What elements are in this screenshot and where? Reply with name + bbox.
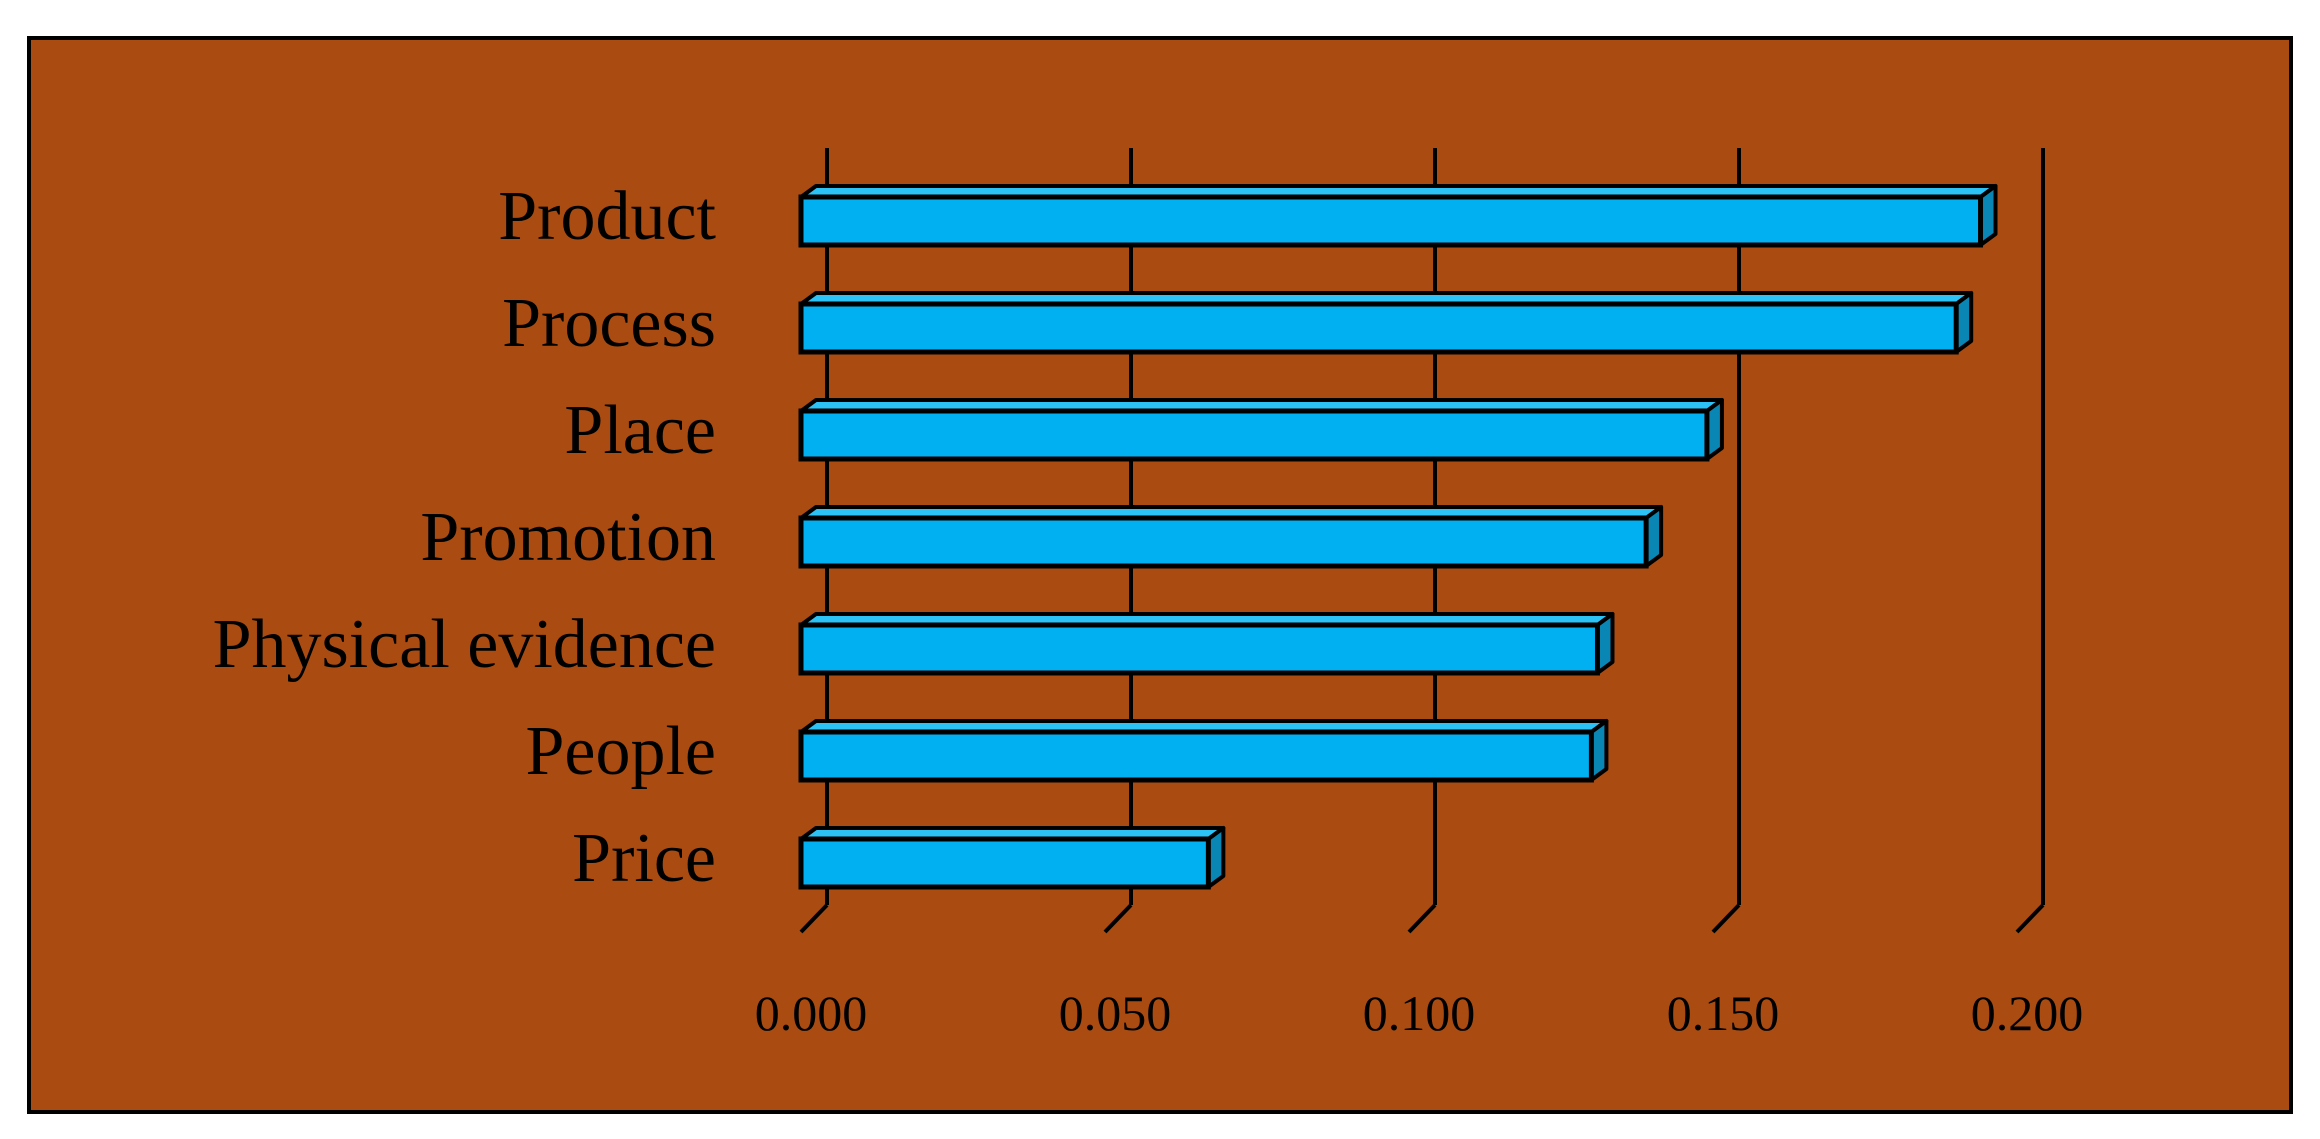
bar <box>798 398 1724 462</box>
category-label: Process <box>502 285 716 362</box>
gridline-floor <box>2015 903 2045 934</box>
bar <box>798 719 1609 783</box>
bar <box>798 184 1998 248</box>
bar-face <box>798 408 1710 462</box>
bar <box>798 505 1664 569</box>
bar-face <box>798 622 1600 676</box>
bar-face <box>798 515 1649 569</box>
x-axis-ticks: 0.000 0.050 0.100 0.150 0.200 <box>755 985 2084 1041</box>
x-tick-label: 0.200 <box>1971 985 2084 1041</box>
bar-face <box>798 301 1959 355</box>
category-label: Product <box>498 178 716 255</box>
gridline-floor <box>799 903 829 934</box>
gridline-floor <box>1407 903 1437 934</box>
bar-face <box>798 194 1984 248</box>
bars <box>798 184 1998 890</box>
bar <box>798 612 1615 676</box>
x-tick-label: 0.100 <box>1363 985 1476 1041</box>
category-label: Place <box>564 392 716 469</box>
category-label: Price <box>572 820 716 897</box>
category-label: People <box>525 713 716 790</box>
x-tick-label: 0.150 <box>1667 985 1780 1041</box>
bar <box>798 291 1974 355</box>
category-label: Promotion <box>420 499 716 576</box>
category-labels: Product Process Place Promotion Physical evi… <box>213 178 717 897</box>
bar <box>798 826 1226 890</box>
bar-face <box>798 836 1211 890</box>
gridline-floor <box>1103 903 1133 934</box>
bar-face <box>798 729 1594 783</box>
category-label: Physical evidence <box>213 606 716 683</box>
gridline-floor <box>1711 903 1741 934</box>
x-tick-label: 0.050 <box>1059 985 1172 1041</box>
x-tick-label: 0.000 <box>755 985 868 1041</box>
